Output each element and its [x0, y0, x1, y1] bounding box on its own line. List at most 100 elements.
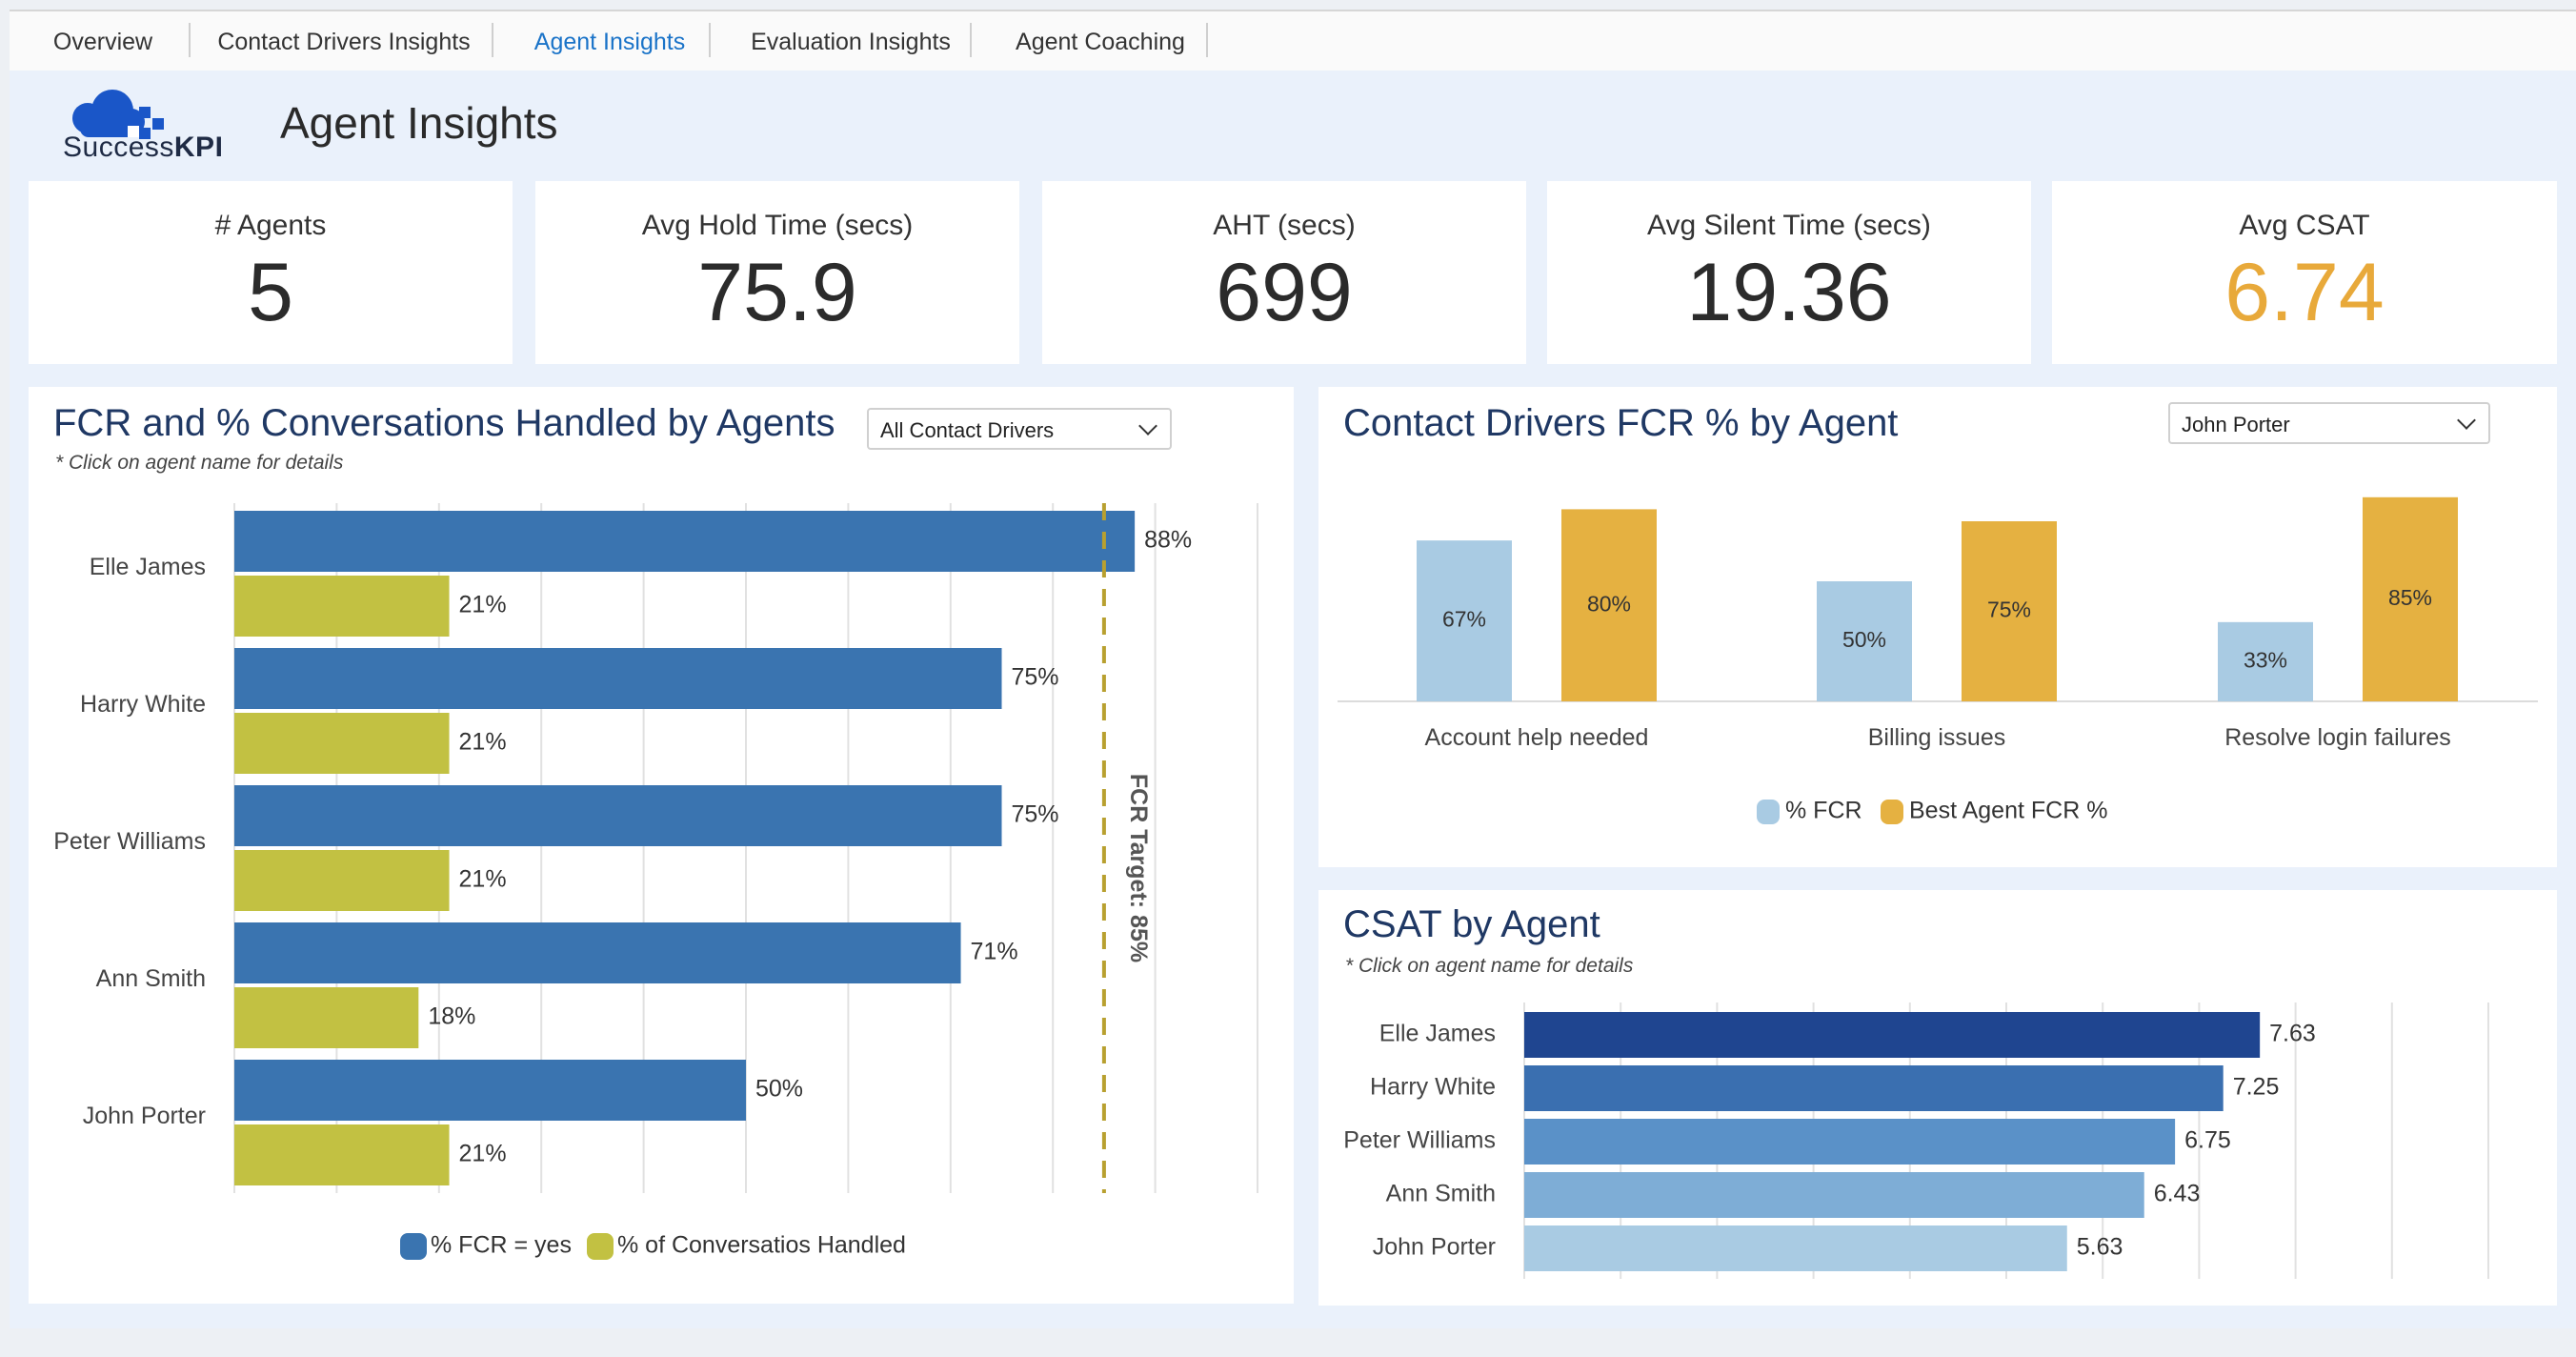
csat-bar [1524, 1065, 2224, 1111]
best-fcr-bar [1962, 521, 2057, 701]
handled-bar [234, 987, 419, 1048]
pct-fcr-bar [1817, 581, 1912, 701]
kpi-value: 6.74 [2224, 247, 2385, 338]
handled-bar-label: 18% [428, 1003, 475, 1030]
agent-name-label[interactable]: Peter Williams [1343, 1127, 1496, 1154]
kpi-label: Avg Silent Time (secs) [1647, 210, 1931, 241]
handled-bar-label: 21% [459, 592, 507, 618]
fcr-bar-label: 75% [1012, 664, 1059, 691]
kpi-value: 19.36 [1686, 247, 1892, 338]
agent-name-label[interactable]: Elle James [1379, 1021, 1496, 1047]
panel-note: * Click on agent name for details [55, 452, 344, 474]
category-label: Resolve login failures [2224, 724, 2451, 751]
csat-bar [1524, 1225, 2067, 1271]
best-fcr-bar-label: 85% [2388, 585, 2432, 610]
agent-name-label[interactable]: Elle James [90, 554, 206, 580]
legend-swatch-handled [587, 1233, 614, 1260]
tab-agent-insights[interactable]: Agent Insights [533, 29, 686, 55]
tab-divider [1206, 23, 1208, 57]
handled-bar-label: 21% [459, 729, 507, 756]
pct-fcr-bar-label: 67% [1442, 607, 1486, 632]
kpi-card-avg-csat: Avg CSAT 6.74 [2052, 181, 2557, 364]
fcr-bar-label: 71% [971, 939, 1018, 965]
legend-swatch-pct-fcr [1757, 800, 1780, 824]
agent-name-label[interactable]: Ann Smith [96, 965, 206, 992]
legend-swatch-fcr [400, 1233, 427, 1260]
kpi-card-aht: AHT (secs) 699 [1042, 181, 1526, 364]
kpi-card-avg-hold-time: Avg Hold Time (secs) 75.9 [535, 181, 1019, 364]
csat-chart-panel: CSAT by Agent * Click on agent name for … [1318, 890, 2557, 1306]
brand-name: SuccessKPI [63, 132, 224, 163]
category-label: Billing issues [1868, 724, 2006, 751]
csat-chart: Elle James 7.63 Harry White 7.25 Peter Willi… [1343, 1003, 2489, 1279]
tab-divider [709, 23, 711, 57]
fcr-bar [234, 785, 1002, 846]
fcr-bar-label: 88% [1144, 527, 1192, 554]
best-fcr-bar-label: 80% [1587, 591, 1631, 616]
legend-label-fcr: % FCR = yes [431, 1232, 572, 1259]
kpi-value: 5 [248, 247, 293, 338]
pct-fcr-bar-label: 33% [2244, 647, 2287, 672]
tab-overview[interactable]: Overview [52, 29, 153, 55]
best-fcr-bar [1561, 509, 1657, 701]
handled-bar [234, 850, 450, 911]
dropdown-value: John Porter [2182, 413, 2290, 436]
cloud-logo-icon [72, 90, 164, 139]
csat-bar-label: 6.43 [2154, 1181, 2201, 1207]
csat-bar-label: 7.25 [2233, 1074, 2280, 1101]
legend-swatch-best-fcr [1881, 800, 1903, 824]
pct-fcr-bar [1417, 540, 1512, 701]
csat-bar [1524, 1119, 2176, 1165]
fcr-chart: Elle James 88% 21% Harry White 75% 21% Peter W… [53, 503, 1258, 1260]
handled-bar-label: 21% [459, 1141, 507, 1167]
tab-agent-coaching[interactable]: Agent Coaching [1016, 29, 1185, 55]
fcr-bar [234, 511, 1136, 572]
kpi-label: # Agents [214, 210, 327, 241]
best-fcr-bar [2363, 496, 2458, 701]
legend-label-pct-fcr: % FCR [1785, 798, 1862, 824]
tab-contact-drivers-insights[interactable]: Contact Drivers Insights [217, 29, 471, 55]
tab-evaluation-insights[interactable]: Evaluation Insights [751, 29, 951, 55]
csat-bar-label: 7.63 [2269, 1021, 2316, 1047]
agent-name-label[interactable]: Harry White [80, 691, 206, 718]
kpi-label: Avg Hold Time (secs) [641, 210, 914, 241]
fcr-bar [234, 1060, 746, 1121]
agent-name-label[interactable]: Ann Smith [1386, 1181, 1496, 1207]
csat-bar [1524, 1172, 2144, 1218]
pct-fcr-bar [2218, 621, 2313, 701]
agent-name-label[interactable]: Harry White [1370, 1074, 1496, 1101]
agent-name-label[interactable]: John Porter [1373, 1234, 1496, 1261]
nav-tab-bar: Overview Contact Drivers Insights Agent … [10, 10, 2576, 71]
handled-bar-label: 21% [459, 866, 507, 893]
tab-divider [492, 23, 493, 57]
handled-bar [234, 713, 450, 774]
panel-note: * Click on agent name for details [1345, 955, 1634, 977]
fcr-chart-panel: FCR and % Conversations Handled by Agent… [29, 387, 1294, 1304]
contact-driver-dropdown[interactable]: All Contact Drivers [867, 408, 1172, 450]
fcr-bar [234, 648, 1002, 709]
handled-bar [234, 576, 450, 637]
best-fcr-bar-label: 75% [1987, 597, 2031, 622]
category-label: Account help needed [1425, 724, 1649, 751]
legend-label-best-fcr: Best Agent FCR % [1909, 798, 2107, 824]
fcr-bar-label: 50% [755, 1076, 803, 1103]
kpi-label: Avg CSAT [2239, 210, 2370, 241]
agent-name-label[interactable]: John Porter [83, 1103, 206, 1129]
dropdown-value: All Contact Drivers [880, 418, 1055, 442]
kpi-value: 699 [1216, 247, 1353, 338]
fcr-bar-label: 75% [1012, 801, 1059, 828]
pct-fcr-bar-label: 50% [1842, 627, 1886, 652]
csat-bar-label: 6.75 [2184, 1127, 2231, 1154]
kpi-value: 75.9 [697, 247, 857, 338]
csat-bar-label: 5.63 [2077, 1234, 2123, 1261]
tab-divider [970, 23, 972, 57]
drivers-chart: 67% 80% Account help needed 50% 75% Billing i… [1338, 496, 2538, 824]
legend-label-handled: % of Conversatios Handled [617, 1232, 906, 1259]
drivers-chart-panel: Contact Drivers FCR % by Agent John Port… [1318, 387, 2557, 867]
fcr-bar [234, 922, 961, 983]
agent-dropdown[interactable]: John Porter [2168, 402, 2490, 444]
kpi-card-avg-silent-time: Avg Silent Time (secs) 19.36 [1547, 181, 2031, 364]
page-title: Agent Insights [280, 98, 558, 148]
fcr-target-label: FCR Target: 85% [1125, 774, 1152, 962]
agent-name-label[interactable]: Peter Williams [53, 828, 206, 855]
